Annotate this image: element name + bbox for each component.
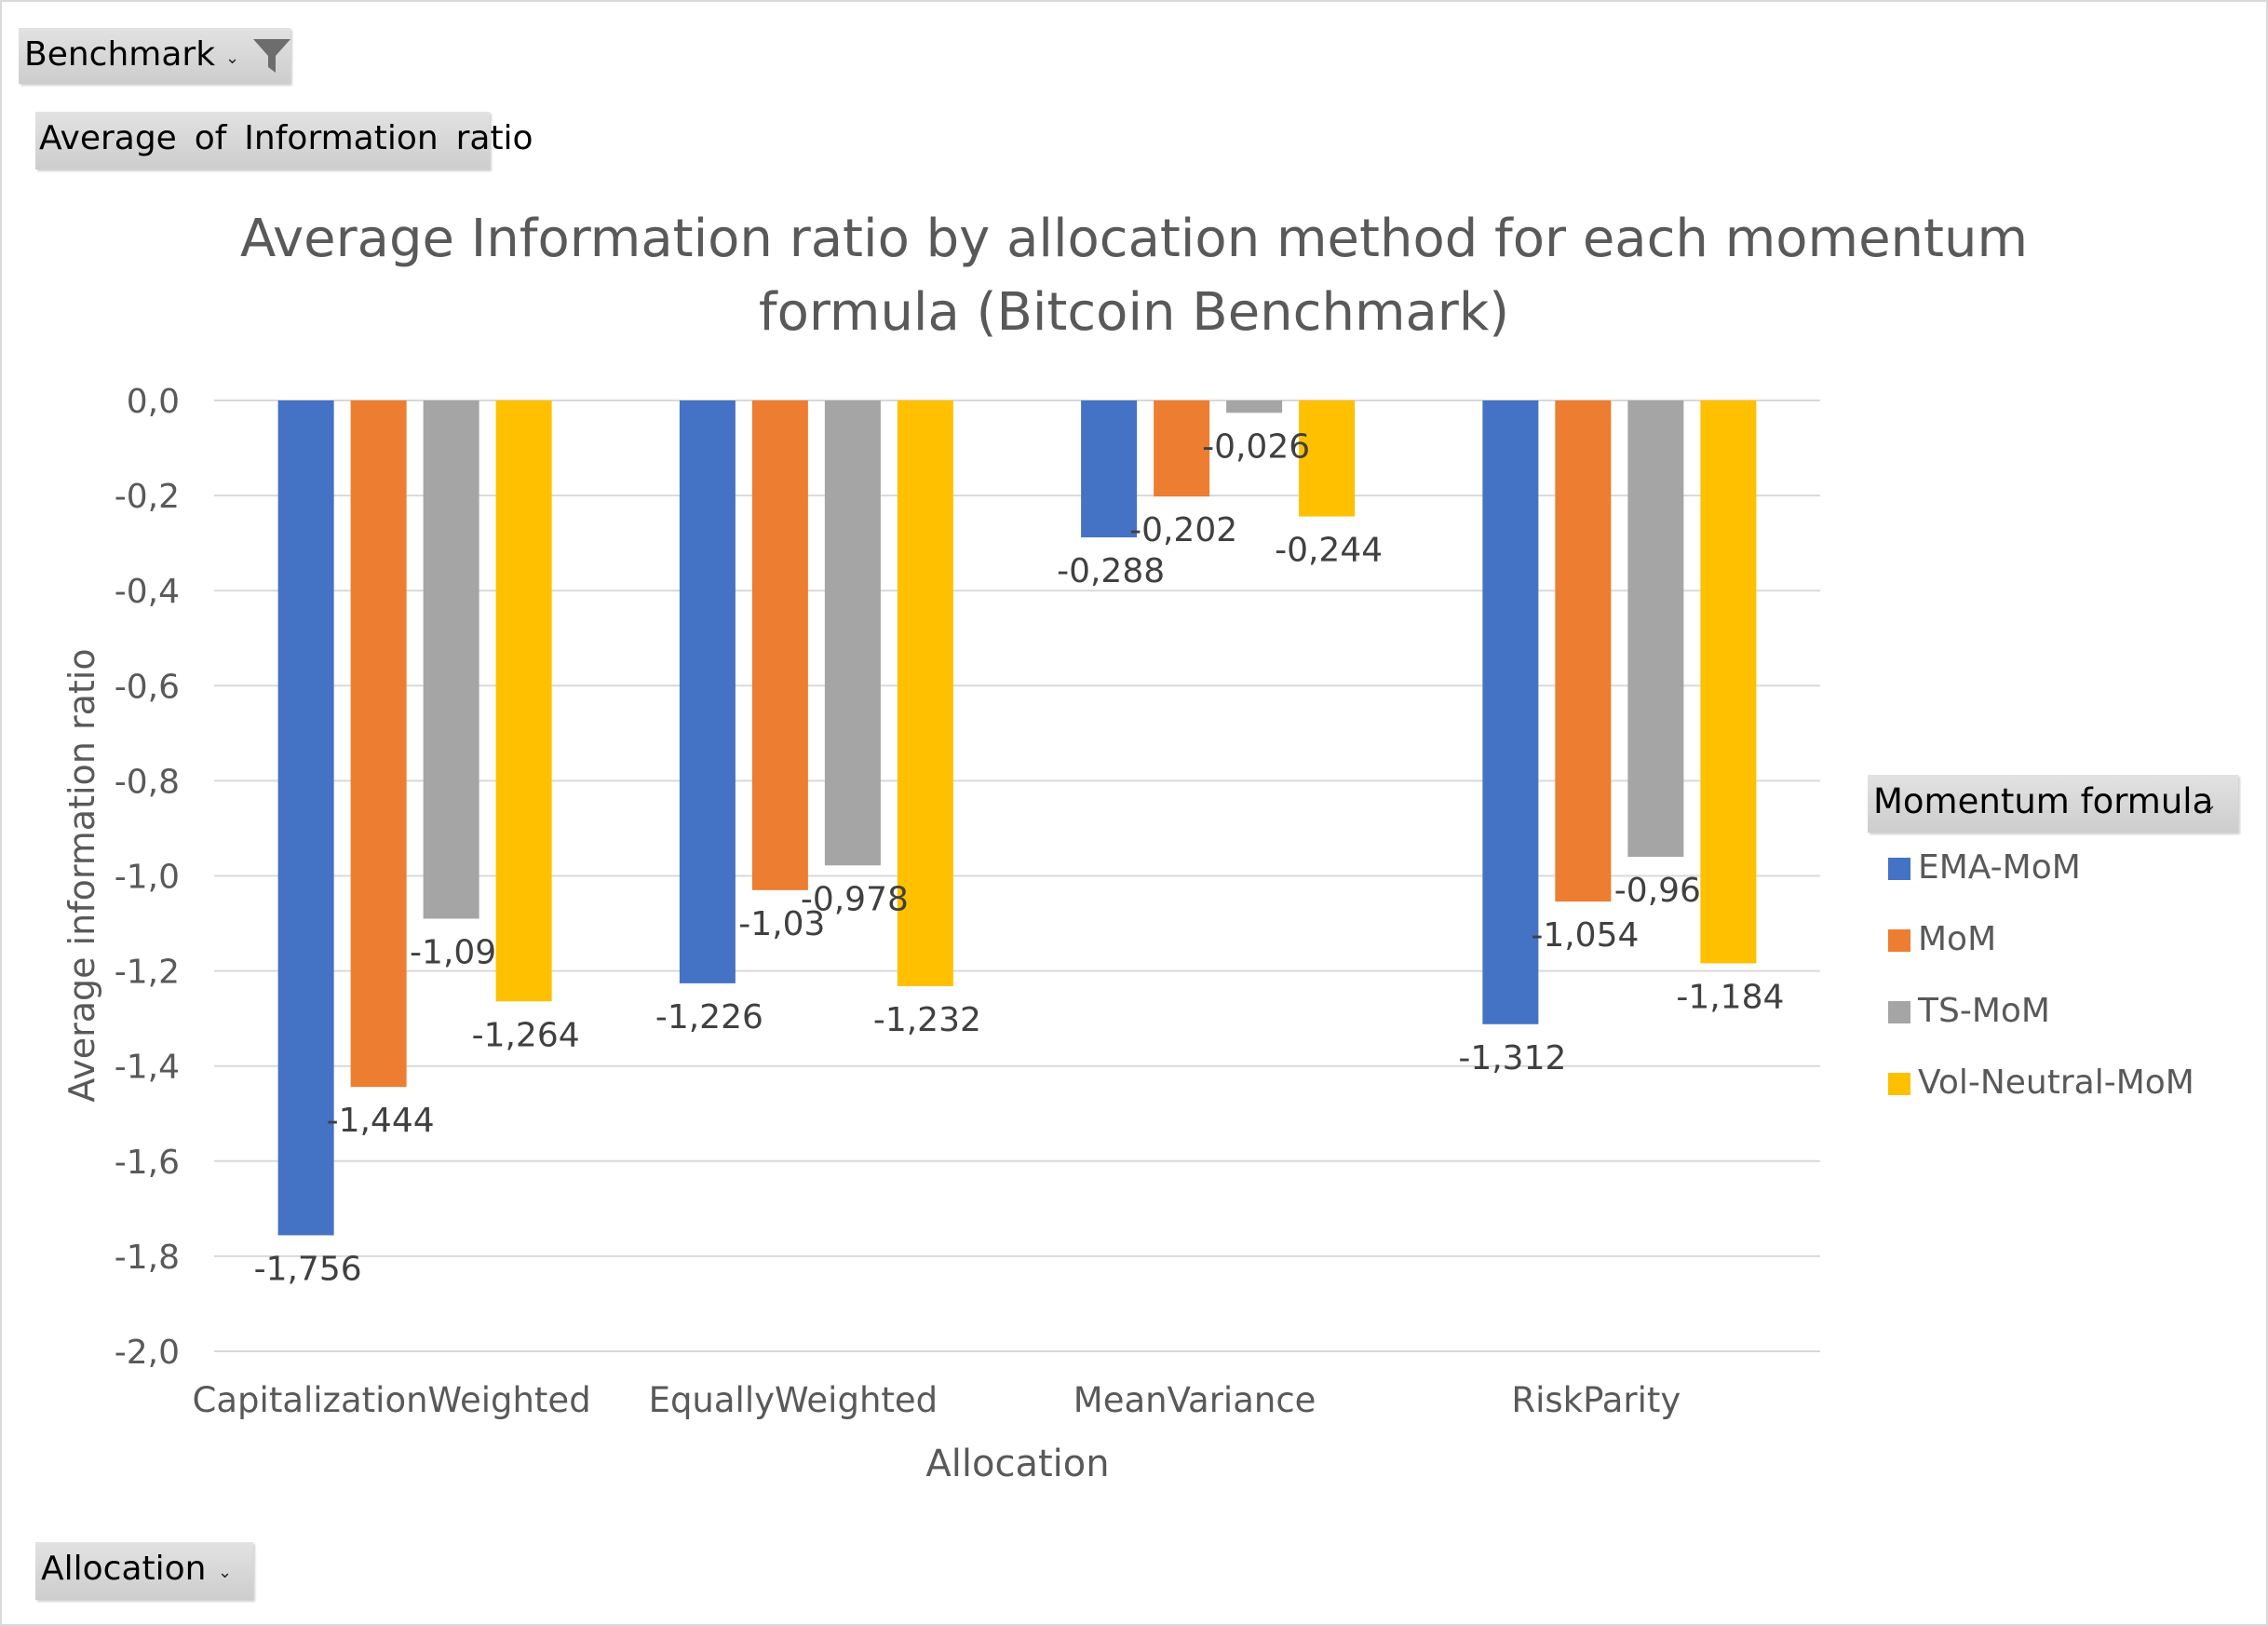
- y-tick-label: -1,8: [115, 1239, 180, 1277]
- data-label: -1,226: [655, 998, 763, 1037]
- y-axis-ticks: 0,0 -0,2 -0,4 -0,6 -0,8 -1,0 -1,2 -1,4 -1,6 -1,8 -…: [115, 383, 180, 1372]
- bar-ts-mom: [1226, 400, 1283, 413]
- legend-swatch: [1888, 858, 1910, 880]
- bar-mom: [1555, 400, 1612, 902]
- data-label: -1,264: [472, 1016, 580, 1054]
- values-field-button[interactable]: Average of Information ratio: [35, 112, 533, 169]
- data-label: -1,03: [738, 905, 825, 943]
- data-label: -1,756: [254, 1250, 362, 1288]
- bar-mom: [751, 400, 808, 890]
- x-axis-title: Allocation: [925, 1443, 1109, 1485]
- data-label: -1,444: [327, 1102, 435, 1140]
- legend-field-button[interactable]: Momentum formula ⌄: [1868, 775, 2238, 833]
- gridlines: [214, 400, 1820, 1352]
- benchmark-filter-button[interactable]: Benchmark ⌄: [19, 28, 290, 84]
- y-tick-label: -0,2: [115, 478, 180, 516]
- benchmark-filter-label: Benchmark: [24, 35, 216, 74]
- bar-vol-neutral-mom: [897, 400, 953, 986]
- bar-ema-mom: [277, 400, 334, 1236]
- x-tick-label: EquallyWeighted: [649, 1380, 938, 1420]
- bar-ts-mom: [423, 400, 479, 919]
- y-tick-label: 0,0: [127, 383, 180, 421]
- y-tick-label: -0,8: [115, 763, 180, 801]
- legend-item-label: MoM: [1918, 920, 1996, 958]
- x-axis-ticks: CapitalizationWeighted EquallyWeighted Mea…: [193, 1380, 1681, 1420]
- y-tick-label: -1,6: [115, 1144, 180, 1182]
- data-label: -0,244: [1275, 532, 1383, 570]
- y-tick-label: -1,4: [115, 1049, 180, 1087]
- legend-swatch: [1888, 1001, 1910, 1023]
- dropdown-arrow-icon: ⌄: [218, 1563, 233, 1582]
- bar-ts-mom: [1627, 400, 1684, 858]
- legend-item-label: EMA-MoM: [1918, 848, 2081, 887]
- bar-ema-mom: [679, 400, 736, 983]
- x-tick-label: RiskParity: [1511, 1380, 1681, 1420]
- legend: EMA-MoM MoM TS-MoM Vol-Neutral-MoM: [1888, 848, 2194, 1102]
- y-tick-label: -2,0: [115, 1334, 180, 1372]
- data-label: -0,288: [1057, 552, 1165, 590]
- bar-vol-neutral-mom: [495, 400, 552, 1002]
- x-tick-label: CapitalizationWeighted: [193, 1380, 591, 1420]
- funnel-filter-icon: [253, 39, 290, 73]
- bar-vol-neutral-mom: [1299, 400, 1356, 517]
- legend-field-label: Momentum formula: [1873, 781, 2214, 821]
- y-axis-title: Average information ratio: [61, 648, 102, 1102]
- bars: [277, 400, 1757, 1236]
- legend-swatch: [1888, 1073, 1910, 1095]
- y-tick-label: -0,6: [115, 668, 180, 706]
- bar-mom: [350, 400, 407, 1088]
- legend-item-label: Vol-Neutral-MoM: [1918, 1064, 2194, 1102]
- data-label: -0,96: [1614, 872, 1701, 910]
- y-tick-label: -0,4: [115, 573, 180, 611]
- data-labels: -1,756 -1,444 -1,09 -1,264 -1,226 -1,03-0,978…: [254, 427, 1785, 1288]
- values-field-label: Average of Information ratio: [39, 119, 533, 157]
- bar-vol-neutral-mom: [1700, 400, 1757, 964]
- data-label: -1,184: [1676, 978, 1784, 1016]
- allocation-field-button[interactable]: Allocation ⌄: [35, 1542, 253, 1600]
- y-tick-label: -1,2: [115, 954, 180, 992]
- data-label: -1,312: [1458, 1039, 1566, 1077]
- legend-item-label: TS-MoM: [1917, 992, 2050, 1030]
- legend-swatch: [1888, 929, 1910, 952]
- data-label: -1,054: [1531, 916, 1639, 955]
- x-tick-label: MeanVariance: [1073, 1380, 1316, 1420]
- data-label: -0,202: [1129, 511, 1237, 549]
- bar-mom: [1154, 400, 1210, 497]
- chart-title-line-1: Average Information ratio by allocation …: [240, 209, 2028, 269]
- y-tick-label: -1,0: [115, 859, 180, 897]
- bar-ema-mom: [1081, 400, 1138, 538]
- dropdown-arrow-icon: ⌄: [225, 48, 240, 68]
- bar-ts-mom: [824, 400, 881, 866]
- data-label: -0,978: [801, 880, 909, 918]
- chart-title-line-2: formula (Bitcoin Benchmark): [759, 282, 1509, 343]
- bar-ema-mom: [1482, 400, 1539, 1024]
- data-label: -1,232: [873, 1001, 981, 1039]
- allocation-field-label: Allocation: [41, 1550, 207, 1588]
- data-label: -1,09: [410, 933, 496, 971]
- dropdown-arrow-icon: ⌄: [2203, 795, 2218, 815]
- data-label: -0,026: [1202, 427, 1310, 466]
